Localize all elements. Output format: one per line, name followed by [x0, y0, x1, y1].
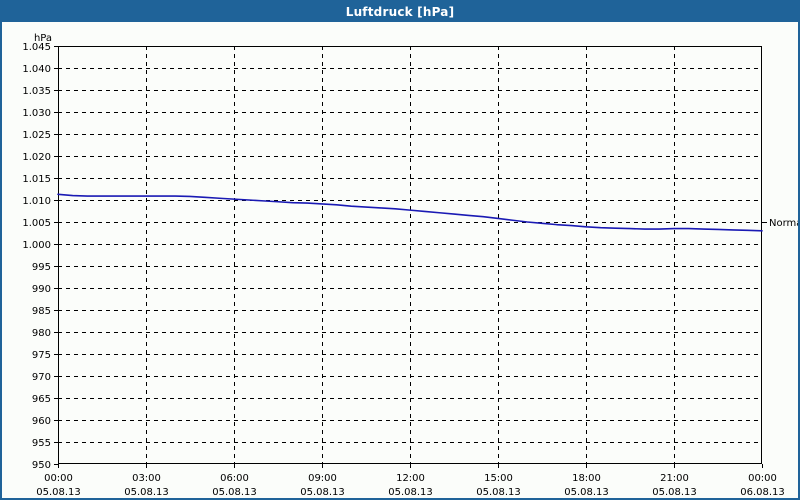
y-tick-label: 1.005 — [22, 218, 51, 229]
y-tick-label: 975 — [32, 350, 51, 361]
y-tick-label: 1.025 — [22, 130, 51, 141]
x-tick-label-date: 06.08.13 — [740, 487, 785, 498]
y-tick-label: 1.030 — [22, 108, 51, 119]
plot-frame — [58, 46, 762, 464]
window-title: Luftdruck [hPa] — [345, 5, 455, 19]
x-tick-label-date: 05.08.13 — [388, 487, 433, 498]
y-tick-label: 1.035 — [22, 86, 51, 97]
y-tick-label: 1.000 — [22, 240, 51, 251]
x-tick-label-date: 05.08.13 — [564, 487, 609, 498]
x-tick-label-time: 03:00 — [132, 473, 161, 484]
y-tick-label: 960 — [32, 416, 51, 427]
y-tick-label: 1.015 — [22, 174, 51, 185]
y-tick-label: 1.010 — [22, 196, 51, 207]
series-line-luftdruck — [57, 193, 763, 232]
pressure-line-chart: hPa 1.0451.0401.0351.0301.0251.0201.0151… — [22, 33, 798, 498]
y-tick-label: 1.020 — [22, 152, 51, 163]
y-ticks-group — [54, 46, 58, 465]
y-axis-unit-group: hPa — [34, 33, 52, 44]
y-tick-label: 980 — [32, 328, 51, 339]
y-tick-label: 965 — [32, 394, 51, 405]
x-tick-label-time: 00:00 — [44, 473, 73, 484]
x-tick-label-date: 05.08.13 — [36, 487, 81, 498]
y-axis-unit-label: hPa — [34, 33, 52, 44]
plot-frame-group — [58, 46, 762, 464]
x-tick-label-time: 18:00 — [572, 473, 601, 484]
y-tick-label: 1.045 — [22, 42, 51, 53]
x-tick-label-time: 12:00 — [396, 473, 425, 484]
series-group — [57, 193, 763, 232]
x-tick-label-date: 05.08.13 — [652, 487, 697, 498]
x-tick-labels-group: 00:00 05.08.13 03:00 05.08.13 06:00 05.08.13 0… — [36, 473, 785, 498]
x-tick-label-date: 05.08.13 — [300, 487, 345, 498]
chart-canvas: hPa 1.045 1.040 1.035 1.030 1.025 1.020 1.015 1… — [2, 22, 798, 498]
normal-line-label: Normal — [769, 218, 798, 229]
y-tick-label: 995 — [32, 262, 51, 273]
x-ticks-group — [58, 464, 763, 468]
x-tick-label-time: 21:00 — [660, 473, 689, 484]
x-tick-label-time: 15:00 — [484, 473, 513, 484]
y-tick-label: 950 — [32, 460, 51, 471]
y-tick-label: 970 — [32, 372, 51, 383]
x-tick-label-time: 06:00 — [220, 473, 249, 484]
y-tick-label: 990 — [32, 284, 51, 295]
x-tick-label-date: 05.08.13 — [124, 487, 169, 498]
y-tick-label: 955 — [32, 438, 51, 449]
x-gridlines-group — [146, 46, 675, 464]
annotations-group: Normal — [762, 218, 798, 229]
y-tick-labels-group: 1.045 1.040 1.035 1.030 1.025 1.020 1.015 1.010… — [22, 42, 51, 471]
y-tick-label: 1.040 — [22, 64, 51, 75]
x-tick-label-date: 05.08.13 — [476, 487, 521, 498]
x-tick-label-time: 00:00 — [748, 473, 777, 484]
x-tick-label-time: 09:00 — [308, 473, 337, 484]
y-tick-label: 985 — [32, 306, 51, 317]
x-tick-label-date: 05.08.13 — [212, 487, 257, 498]
window-titlebar: Luftdruck [hPa] — [2, 2, 798, 22]
